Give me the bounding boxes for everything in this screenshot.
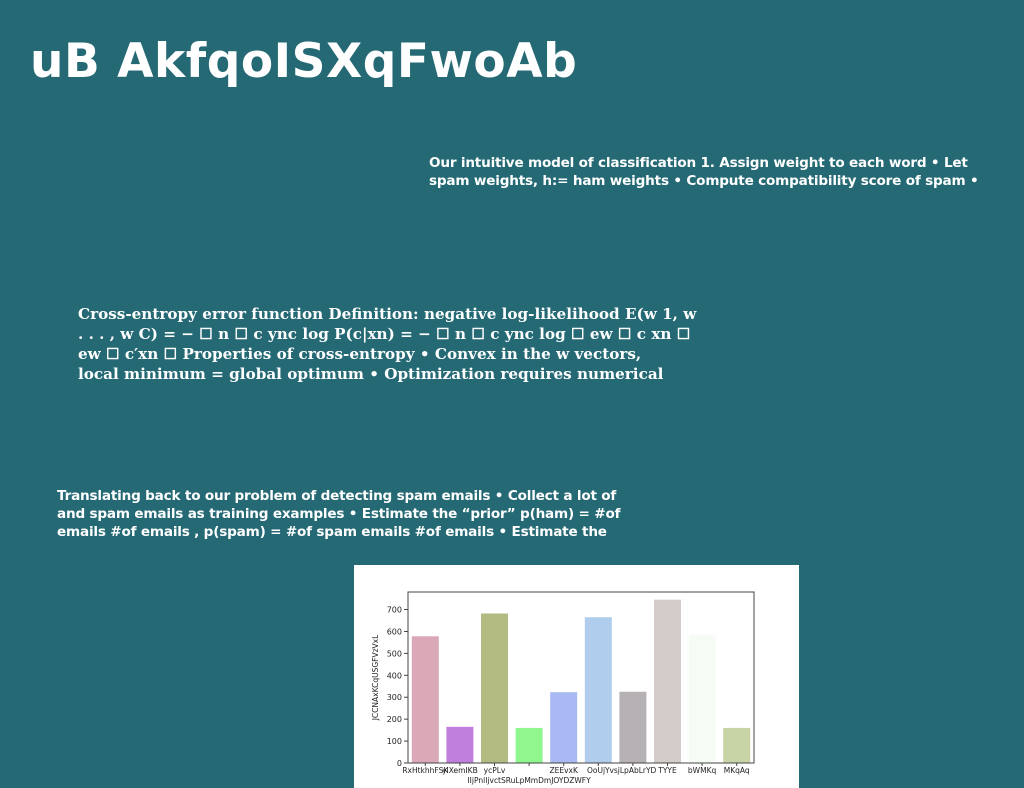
bar-1 (411, 636, 439, 763)
y-tick-label: 600 (387, 627, 402, 636)
y-tick-label: 100 (387, 737, 402, 746)
text-block-classification-model: Our intuitive model of classification 1.… (429, 154, 1024, 190)
bar-4 (515, 727, 543, 763)
text-line: Cross-entropy error function Definition:… (78, 305, 697, 323)
y-tick-label: 0 (397, 759, 402, 768)
y-axis-label: JCCNAxKCqUSGFVzVxL (371, 634, 380, 721)
bar-3 (481, 613, 508, 763)
plot-frame (407, 591, 755, 764)
bar-chart: 0 100 200 300 400 500 600 700 RxHtkhhFSKyIXemIKB… (371, 591, 755, 785)
text-line: Translating back to our problem of detec… (57, 488, 617, 504)
x-tick-label: RxHtkhhFSK (402, 766, 449, 775)
x-tick-label: MKqAq (724, 766, 750, 775)
text-line: spam weights, h:= ham weights • Compute … (429, 173, 979, 189)
bar-8 (654, 599, 681, 763)
x-tick-label: bWMKq (688, 766, 717, 775)
text-line: local minimum = global optimum • Optimiz… (78, 365, 664, 383)
text-block-cross-entropy: Cross-entropy error function Definition:… (78, 304, 738, 384)
bar-9 (688, 634, 716, 763)
x-tick-label: yIXemIKB (442, 766, 478, 775)
x-tick-label: IIjPnlIjvctSRuLpMmDmJOYDZWFY (467, 776, 591, 785)
text-line: and spam emails as training examples • E… (57, 506, 621, 522)
y-tick-label: 200 (387, 715, 402, 724)
text-line: Our intuitive model of classification 1.… (429, 155, 968, 171)
bar-chart-panel: 0 100 200 300 400 500 600 700 RxHtkhhFSK yIXemIKB… (354, 565, 799, 788)
text-line: ew ☐ c′xn ☐ Properties of cross-entropy … (78, 345, 642, 363)
text-line: emails #of emails , p(spam) = #of spam e… (57, 524, 607, 540)
x-tick-label: ZEEvxK (549, 766, 578, 775)
bar-5 (550, 692, 578, 763)
x-tick-label: ycPLv (484, 766, 506, 775)
bar-2 (446, 726, 474, 763)
x-tick-label: OoUjY (587, 766, 610, 775)
y-tick-label: 400 (387, 671, 402, 680)
bar-7 (619, 691, 647, 763)
y-tick-label: 300 (387, 693, 402, 702)
y-tick-label: 700 (387, 606, 402, 615)
slide-title: uB AkfqoISXqFwoAb (30, 34, 578, 89)
x-tick-label: vsjLpAbLrYD (609, 766, 656, 775)
text-line: . . . , w C) = − ☐ n ☐ c ync log P(c|xn)… (78, 325, 691, 343)
bar-6 (584, 617, 612, 763)
y-tick-label: 500 (387, 649, 402, 658)
bar-10 (723, 727, 751, 763)
text-block-spam-detection: Translating back to our problem of detec… (57, 487, 677, 541)
x-tick-label: TYYE (657, 766, 677, 775)
